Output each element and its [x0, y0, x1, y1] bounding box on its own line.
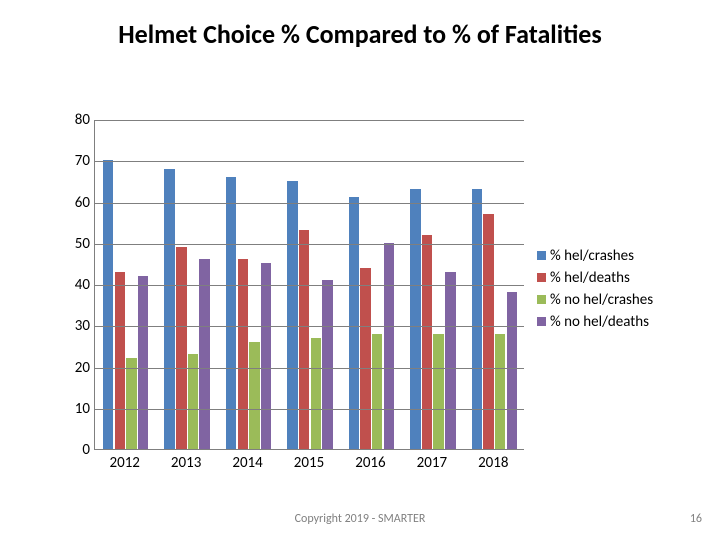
- y-tick-label: 60: [60, 194, 90, 212]
- gridline: [95, 409, 524, 410]
- page-number: 16: [690, 512, 702, 526]
- chart-title: Helmet Choice % Compared to % of Fatalit…: [0, 18, 720, 50]
- x-tick-label: 2012: [109, 454, 139, 472]
- x-tick-label: 2017: [417, 454, 447, 472]
- legend-label: % no hel/crashes: [550, 291, 653, 309]
- legend-label: % no hel/deaths: [550, 313, 649, 331]
- bar: [322, 280, 332, 449]
- bar: [372, 334, 382, 450]
- y-tick-label: 30: [60, 317, 90, 335]
- x-tick-label: 2015: [294, 454, 324, 472]
- bar: [103, 160, 113, 449]
- bar: [445, 272, 455, 449]
- y-tick-label: 70: [60, 152, 90, 170]
- x-tick-label: 2016: [355, 454, 385, 472]
- legend-swatch: [537, 251, 546, 260]
- bar: [138, 276, 148, 449]
- gridline: [95, 368, 524, 369]
- bar: [495, 334, 505, 450]
- bar: [311, 338, 321, 449]
- bar: [176, 247, 186, 449]
- footer-copyright: Copyright 2019 - SMARTER: [0, 512, 720, 526]
- bar: [126, 358, 136, 449]
- bar: [507, 292, 517, 449]
- x-tick-label: 2014: [232, 454, 262, 472]
- gridline: [95, 203, 524, 204]
- y-tick-label: 50: [60, 235, 90, 253]
- y-tick-label: 10: [60, 400, 90, 418]
- x-tick-label: 2018: [478, 454, 508, 472]
- y-tick-label: 40: [60, 276, 90, 294]
- bar: [199, 259, 209, 449]
- bar: [115, 272, 125, 449]
- legend-item: % hel/deaths: [537, 267, 653, 289]
- bar: [299, 230, 309, 449]
- chart: % hel/crashes % hel/deaths % no hel/crashe…: [60, 120, 660, 480]
- bar: [384, 243, 394, 449]
- legend-item: % hel/crashes: [537, 245, 653, 267]
- legend-swatch: [537, 273, 546, 282]
- bar: [472, 189, 482, 449]
- legend-swatch: [537, 295, 546, 304]
- bar: [422, 235, 432, 450]
- y-tick-label: 20: [60, 359, 90, 377]
- gridline: [95, 244, 524, 245]
- legend-swatch: [537, 317, 546, 326]
- legend-label: % hel/crashes: [550, 247, 634, 265]
- gridline: [95, 161, 524, 162]
- x-tick-label: 2013: [171, 454, 201, 472]
- bar: [164, 169, 174, 450]
- bar: [349, 197, 359, 449]
- legend-label: % hel/deaths: [550, 269, 630, 287]
- bar: [483, 214, 493, 449]
- legend-item: % no hel/crashes: [537, 289, 653, 311]
- legend-item: % no hel/deaths: [537, 311, 653, 333]
- plot-area: [94, 120, 524, 450]
- y-tick-label: 0: [60, 441, 90, 459]
- bar: [410, 189, 420, 449]
- gridline: [95, 285, 524, 286]
- bar: [249, 342, 259, 449]
- y-tick-label: 80: [60, 111, 90, 129]
- bar: [261, 263, 271, 449]
- bar: [238, 259, 248, 449]
- gridline: [95, 120, 524, 121]
- legend: % hel/crashes % hel/deaths % no hel/crashe…: [537, 245, 653, 333]
- gridline: [95, 326, 524, 327]
- bar: [433, 334, 443, 450]
- bar: [360, 268, 370, 450]
